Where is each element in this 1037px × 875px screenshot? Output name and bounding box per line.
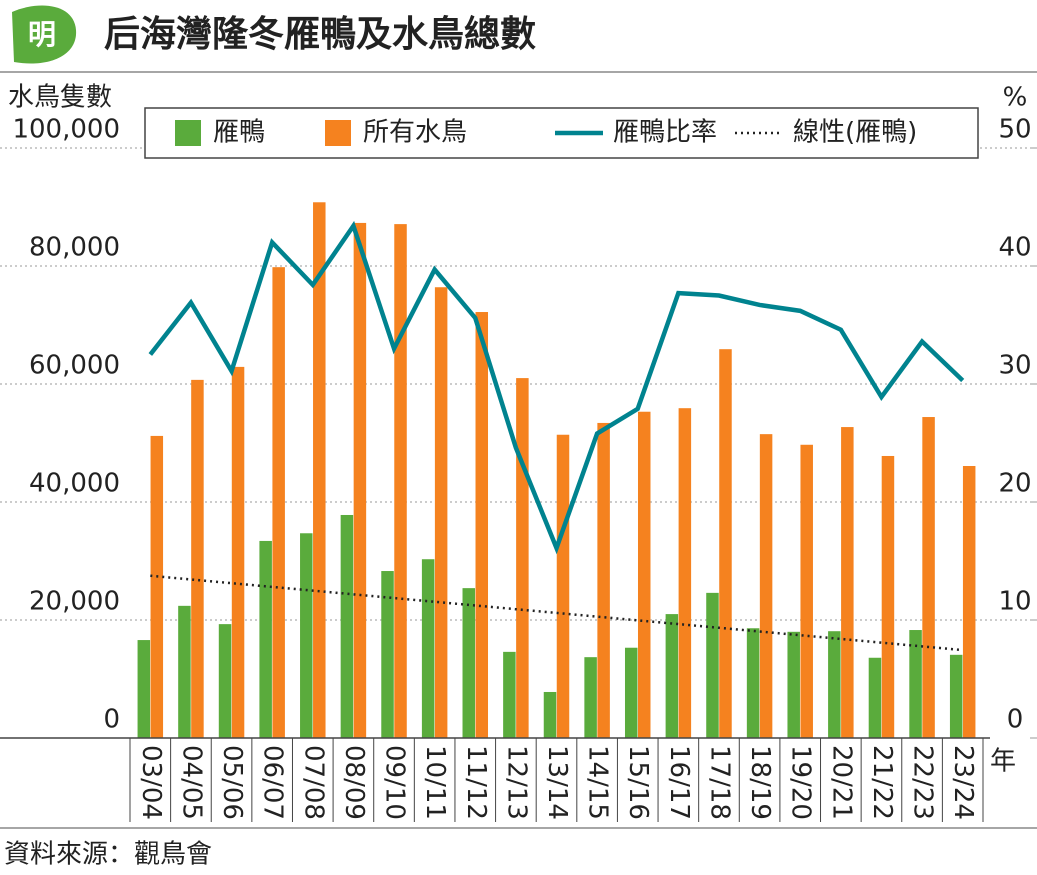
bar [881, 455, 895, 738]
bar [624, 647, 638, 738]
bar [300, 533, 313, 738]
bar [434, 287, 448, 738]
y-tick-label: 100,000 [12, 115, 120, 145]
bar [340, 514, 354, 738]
bar [746, 628, 760, 738]
bar [597, 422, 610, 738]
x-tick-label: 04/05 [176, 745, 206, 820]
bar [353, 222, 367, 738]
legend-swatch [175, 120, 201, 146]
x-tick-label: 10/11 [420, 745, 450, 820]
x-tick-label: 18/19 [745, 745, 775, 820]
y2-tick-label: 20 [998, 469, 1031, 499]
bar [191, 379, 204, 738]
y2-tick-label: 40 [998, 233, 1031, 263]
x-tick-label: 21/22 [867, 745, 897, 820]
bar [313, 202, 326, 738]
bar [272, 267, 285, 738]
x-tick-label: 13/14 [542, 745, 572, 820]
legend-label: 雁鴨 [213, 118, 265, 148]
bar [759, 434, 773, 738]
x-axis-label: 年 [990, 747, 1016, 777]
bar [787, 631, 800, 738]
x-tick-label: 22/23 [908, 745, 938, 820]
bar [665, 614, 679, 738]
x-tick-label: 17/18 [704, 745, 734, 820]
x-tick-label: 05/06 [217, 745, 247, 820]
bar [218, 624, 232, 738]
bar [637, 411, 651, 738]
bar [678, 408, 692, 738]
y-axis-label: 水鳥隻數 [8, 83, 112, 113]
bar [949, 654, 963, 738]
bar [178, 605, 191, 738]
bar [841, 427, 854, 738]
source: 資料來源：觀鳥會 [4, 840, 212, 870]
bar [922, 417, 935, 738]
bar [516, 378, 529, 738]
x-tick-label: 08/09 [339, 745, 369, 820]
y2-tick-label: 10 [998, 587, 1031, 617]
bar [231, 366, 245, 738]
x-tick-label: 11/12 [461, 745, 491, 820]
bar [462, 588, 476, 738]
bar [800, 444, 813, 738]
x-tick-label: 15/16 [623, 745, 653, 820]
trend-line [150, 574, 963, 652]
bar [137, 640, 151, 738]
bar [909, 630, 922, 738]
logo: 明 [28, 18, 56, 51]
bar [962, 466, 976, 738]
chart-title: 后海灣隆冬雁鴨及水鳥總數 [104, 14, 536, 55]
logo-shape [12, 5, 77, 64]
y-tick-label: 0 [103, 705, 120, 735]
x-tick-label: 20/21 [826, 745, 856, 820]
x-tick-label: 12/13 [501, 745, 531, 820]
y-tick-label: 40,000 [29, 469, 120, 499]
y-tick-label: 20,000 [29, 587, 120, 617]
x-tick-label: 14/15 [583, 745, 613, 820]
legend-label: 線性(雁鴨) [793, 118, 917, 148]
y2-tick-label: 30 [998, 351, 1031, 381]
y-tick-label: 80,000 [29, 233, 120, 263]
bar [706, 592, 719, 738]
bar [868, 657, 882, 738]
y2-axis-label: % [1003, 83, 1028, 113]
bar [475, 312, 489, 738]
bar [584, 657, 597, 738]
x-tick-label: 16/17 [664, 745, 694, 820]
x-tick-label: 06/07 [258, 745, 288, 820]
bar [381, 571, 394, 738]
bar [421, 559, 435, 738]
x-tick-label: 23/24 [948, 745, 978, 820]
bar [503, 651, 516, 738]
y2-tick-label: 50 [998, 115, 1031, 145]
bar [719, 349, 732, 738]
x-tick-label: 03/04 [136, 745, 166, 820]
x-tick-label: 07/08 [298, 745, 328, 820]
legend-label: 雁鴨比率 [613, 118, 717, 148]
line [148, 220, 965, 555]
bar [259, 540, 272, 738]
bar [543, 691, 557, 738]
legend-swatch [325, 120, 351, 146]
y-tick-label: 60,000 [29, 351, 120, 381]
y2-tick-label: 0 [1007, 705, 1024, 735]
bar [556, 434, 570, 738]
bar [394, 224, 407, 739]
legend-label: 所有水鳥 [363, 118, 467, 148]
bar [828, 631, 841, 738]
x-tick-label: 19/20 [786, 745, 816, 820]
x-tick-label: 09/10 [380, 745, 410, 820]
bar [150, 435, 164, 738]
